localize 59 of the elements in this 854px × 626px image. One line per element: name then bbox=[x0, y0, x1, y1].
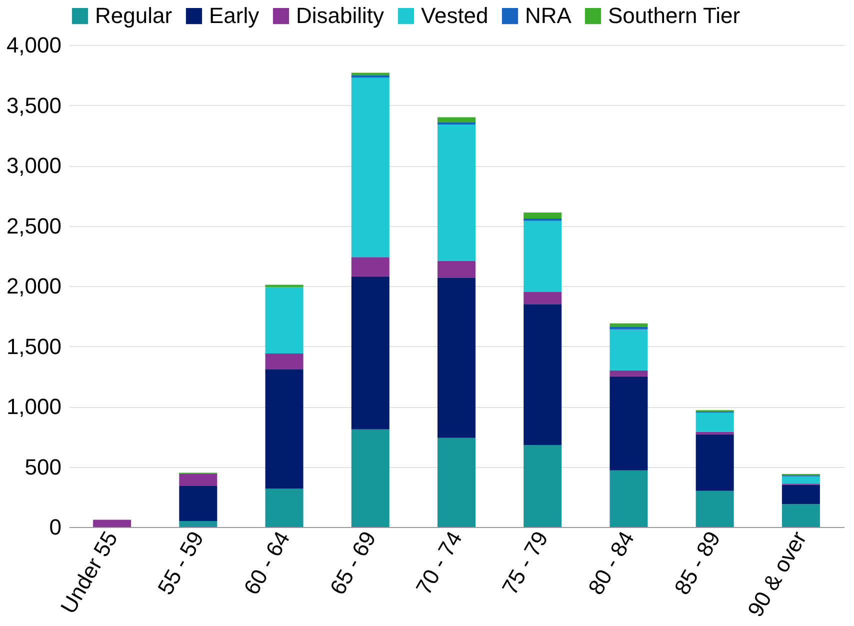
y-tick-label: 0 bbox=[49, 514, 62, 540]
x-tick-label: 75 - 79 bbox=[497, 527, 554, 599]
bar bbox=[524, 292, 562, 304]
y-tick-label: 2,500 bbox=[6, 213, 62, 238]
bar bbox=[438, 122, 476, 125]
bar bbox=[782, 476, 820, 484]
bar bbox=[351, 429, 390, 527]
x-tick-label: 80 - 84 bbox=[583, 527, 640, 599]
legend-label: Regular bbox=[95, 3, 172, 28]
bar bbox=[696, 434, 734, 491]
bar bbox=[610, 329, 648, 370]
legend-label: Vested bbox=[421, 3, 488, 28]
bar bbox=[696, 490, 734, 527]
bar bbox=[179, 474, 218, 486]
x-tick-label: 65 - 69 bbox=[324, 527, 381, 599]
bar bbox=[438, 438, 476, 527]
bar bbox=[782, 484, 820, 504]
bar bbox=[610, 326, 648, 330]
bar bbox=[351, 72, 390, 76]
x-tick-label: 60 - 64 bbox=[238, 527, 295, 599]
x-tick-label: 55 - 59 bbox=[152, 527, 209, 599]
bar bbox=[438, 260, 476, 278]
bar bbox=[179, 520, 218, 527]
y-tick-label: 4,000 bbox=[6, 32, 62, 58]
bar bbox=[524, 304, 562, 446]
bar bbox=[265, 369, 304, 488]
bar bbox=[351, 257, 390, 276]
bar bbox=[351, 276, 390, 430]
bar bbox=[610, 323, 648, 327]
y-tick-label: 2,000 bbox=[6, 274, 62, 298]
y-tick-label: 3,500 bbox=[6, 92, 62, 118]
bar bbox=[610, 470, 648, 527]
x-tick-label: 70 - 74 bbox=[410, 527, 467, 599]
bar bbox=[610, 370, 648, 376]
bar bbox=[265, 488, 304, 527]
bar bbox=[438, 124, 476, 261]
y-tick-label: 1,500 bbox=[6, 334, 62, 359]
y-tick-label: 1,000 bbox=[6, 394, 62, 419]
bar bbox=[265, 287, 304, 354]
y-tick-label: 500 bbox=[24, 454, 62, 480]
bar bbox=[696, 412, 734, 432]
bar bbox=[524, 220, 562, 292]
legend-label: NRA bbox=[525, 3, 572, 28]
bar bbox=[438, 117, 476, 122]
legend-label: Southern Tier bbox=[608, 3, 740, 28]
bar bbox=[524, 212, 562, 219]
bar bbox=[782, 504, 820, 527]
bar bbox=[438, 278, 476, 438]
bar bbox=[524, 445, 562, 527]
bar bbox=[265, 353, 304, 370]
bar bbox=[179, 486, 218, 521]
legend-label: Disability bbox=[296, 3, 384, 28]
bar bbox=[610, 376, 648, 470]
bar bbox=[351, 78, 390, 258]
legend-label: Early bbox=[209, 3, 260, 28]
x-tick-label: 85 - 89 bbox=[669, 527, 726, 599]
y-tick-label: 3,000 bbox=[6, 153, 62, 178]
bar bbox=[93, 520, 132, 527]
bar bbox=[351, 75, 390, 78]
